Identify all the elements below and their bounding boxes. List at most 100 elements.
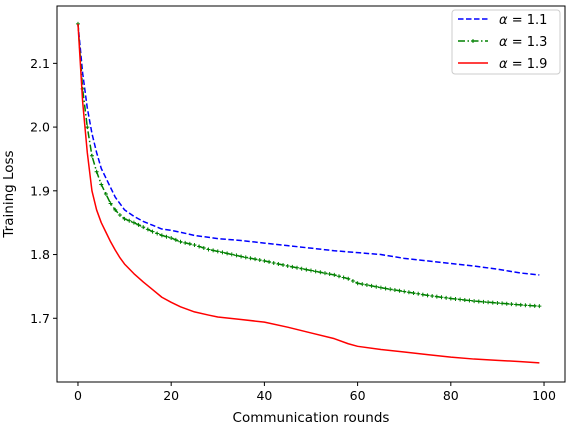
x-tick-label: 80 [443,388,459,403]
legend-marker [471,39,475,43]
series-marker [117,213,122,218]
y-tick-label: 2.0 [30,120,50,135]
series-marker [495,300,500,305]
series-marker [271,260,276,265]
series-marker [103,192,108,196]
series-marker [94,169,99,174]
series-marker [201,245,206,250]
legend-equals: = [508,57,527,72]
series-marker [150,229,155,234]
series-marker [327,272,332,277]
series-marker [225,251,230,256]
y-axis-label: Training Loss [1,150,17,238]
series-marker [220,250,225,255]
series-marker [532,303,537,308]
legend-label-1: α = 1.1 [499,13,547,28]
series-marker [127,218,132,223]
series-marker [411,291,416,296]
series-marker [388,287,393,292]
legend-value: 1.3 [527,35,548,50]
series-marker [141,225,146,230]
series-marker [295,265,300,270]
series-marker [332,272,337,277]
series-marker [360,282,365,287]
series-marker [402,289,407,294]
series-marker [514,302,519,307]
legend-alpha-symbol: α [499,13,508,28]
legend-equals: = [508,13,527,28]
series-marker [192,242,197,247]
series-marker [476,299,481,304]
series-marker [434,294,439,299]
series-marker [518,302,523,307]
legend-value: 1.1 [527,13,548,28]
y-tick-label: 1.9 [30,183,50,198]
series-marker [504,301,509,306]
ticks-layer: 0 20 40 60 80 100 1.7 1.8 1.9 2.0 2.1 [30,56,556,403]
series-marker [99,182,104,187]
series-marker [336,274,341,279]
series-marker [89,153,94,158]
legend-label-3: α = 1.9 [499,57,547,72]
series-marker [392,287,397,292]
series-marker [509,302,514,307]
series-marker [481,299,486,304]
series-marker [262,258,267,263]
series-marker [145,227,150,232]
series-marker [486,300,491,305]
y-tick-label: 1.7 [30,311,50,326]
series-marker [528,303,533,308]
series-marker [378,285,383,290]
x-axis-label: Communication rounds [233,410,390,426]
series-marker [164,234,169,239]
legend-equals: = [508,35,527,50]
series-marker [313,269,318,274]
series-marker [206,247,211,252]
legend-value: 1.9 [527,57,548,72]
series-marker [257,258,262,263]
series-marker [131,220,136,225]
series-marker [267,259,272,264]
series-marker [462,298,467,303]
legend-label-2: α = 1.3 [499,35,547,50]
legend-alpha-symbol: α [499,57,508,72]
series-marker [537,304,542,309]
series-marker [173,237,178,242]
series-marker [253,257,258,262]
series-marker [281,262,286,267]
series-marker [420,292,425,297]
series-marker [467,298,472,303]
y-tick-label: 1.8 [30,247,50,262]
series-marker [136,222,141,227]
x-tick-label: 0 [74,388,82,403]
series-marker [187,241,192,246]
series-marker [155,231,160,236]
series-marker [523,303,528,308]
series-marker [364,283,369,288]
series-marker [159,233,164,238]
series-marker [85,125,90,130]
series-marker [350,278,355,283]
series-marker [304,267,309,272]
series-marker [406,290,411,295]
series-marker [234,253,239,258]
series-marker [322,271,327,276]
series-marker [122,216,127,221]
series-marker [472,299,477,304]
x-tick-label: 60 [350,388,366,403]
series-marker [309,268,313,273]
series-marker [369,283,374,288]
series-marker [299,266,304,271]
plot-frame [56,5,566,383]
series-marker [444,295,449,300]
series-marker [439,295,444,300]
x-tick-label: 20 [163,388,179,403]
series-marker [397,288,402,293]
series-marker [355,281,360,286]
series-marker [500,301,505,306]
legend-alpha-symbol: α [499,35,508,50]
series-marker [108,201,113,206]
series-marker [374,284,379,289]
series-marker [229,252,234,257]
